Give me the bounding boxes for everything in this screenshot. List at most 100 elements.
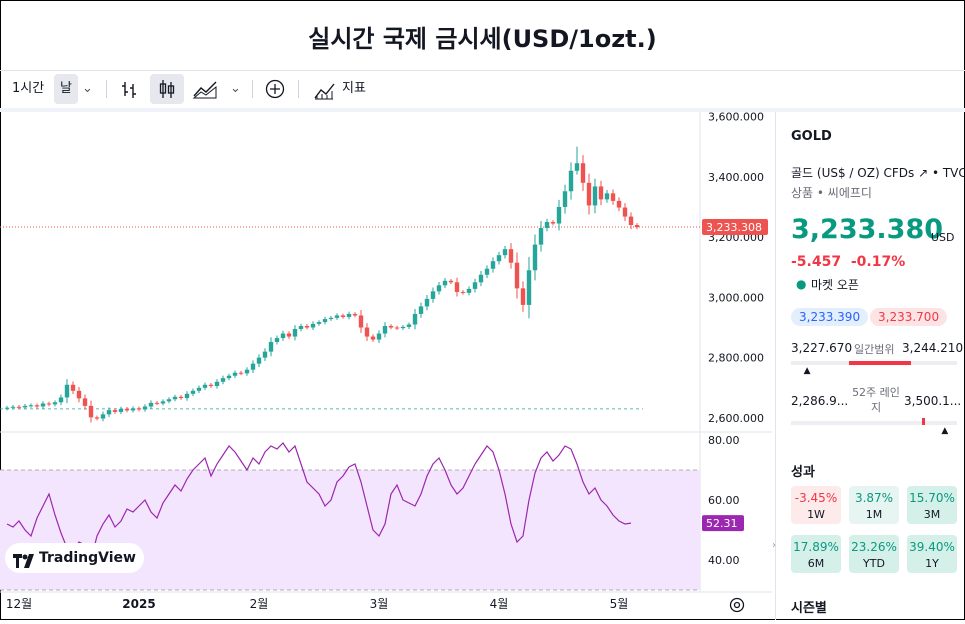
area-chart-icon[interactable] [192,70,220,108]
candle-body [172,396,178,400]
week52-low: 2,286.9... [791,394,849,408]
last-price-tag [702,219,768,236]
performance-value: -3.45% [794,491,838,505]
symbol-full-name-text[interactable]: 골드 (US$ / OZ) CFDs [791,166,915,180]
page-title: 실시간 국제 금시세(USD/1ozt.) [0,0,965,71]
candle-body [136,408,142,410]
last-price: 3,233.380 [791,214,944,245]
x-tick-label: 5월 [610,597,629,611]
symbol-name[interactable]: GOLD [791,129,832,144]
candle-body [364,327,370,337]
candle-body [394,327,400,329]
performance-cell-ytd[interactable]: 23.26% YTD [849,535,899,573]
settings-gear-icon[interactable] [728,596,746,614]
candle-body [610,193,616,201]
candle-body [382,326,388,334]
candle-body [634,225,640,228]
candle-body [184,393,190,399]
candle-body [514,262,520,289]
candle-body [214,381,220,386]
candle-body [52,402,58,405]
candle-body [238,372,244,374]
candle-body [496,255,502,262]
collapse-arrow-icon[interactable]: › [772,540,776,551]
candle-body [178,396,184,399]
performance-cell-1w[interactable]: -3.45% 1W [791,486,841,524]
performance-period: 1Y [925,557,939,570]
y-tick-label: 2,600.000 [708,412,764,425]
candle-body [316,322,322,324]
performance-cell-6m[interactable]: 17.89% 6M [791,535,841,573]
candle-body [190,390,196,394]
last-price-tag-label: 3,233.308 [706,221,762,234]
price-change: -5.457 -0.17% [791,254,905,270]
candle-body [88,405,94,418]
candle-body [526,270,532,305]
performance-cell-1m[interactable]: 3.87% 1M [849,486,899,524]
x-tick-label: 3월 [370,597,389,611]
indicators-button[interactable]: 지표 [342,81,366,96]
chart-toolbar: 1시간 날 ⌄ ⌄ 지표 [0,70,965,112]
rsi-value-tag-label: 52.31 [706,517,738,530]
ask-pill: 3,233.700 [870,308,948,326]
candle-body [76,390,82,399]
candle-body [388,326,394,328]
candle-body [40,403,46,407]
candle-body [340,315,346,317]
candle-body [46,403,52,405]
week52-label: 52주 레인지 [852,386,900,414]
candle-body [412,313,418,325]
bid-pill: 3,233.390 [791,308,869,326]
candle-body [400,326,406,329]
candle-body [226,375,232,379]
interval-button[interactable]: 1시간 [12,81,45,96]
external-link-icon[interactable]: ↗ [918,166,929,180]
candle-body [100,414,106,419]
candle-body [244,369,250,374]
toolbar-divider [252,80,253,98]
rsi-tick-label: 80.00 [708,434,740,447]
candle-body [586,182,592,206]
candlestick-icon[interactable] [150,74,184,104]
performance-cell-1y[interactable]: 39.40% 1Y [907,535,957,573]
candle-body [250,363,256,370]
chevron-down-icon[interactable]: ⌄ [82,81,93,96]
compare-plus-icon[interactable] [264,70,286,108]
day-range-marker: ▲ [803,366,811,376]
candle-body [208,384,214,386]
candle-body [466,288,472,293]
candle-body [310,323,316,328]
performance-period: 6M [807,557,825,570]
performance-cell-3m[interactable]: 15.70% 3M [907,486,957,524]
chevron-down-icon[interactable]: ⌄ [230,81,241,96]
bar-chart-icon[interactable] [120,70,140,108]
indicators-icon[interactable] [312,70,336,108]
rsi-polyline [6,442,632,562]
symbol-full-name: 골드 (US$ / OZ) CFDs ↗ • TVC [791,166,965,180]
rsi-line [6,442,632,562]
symbol-sidebar: GOLD 골드 (US$ / OZ) CFDs ↗ • TVC 상품 • 씨에프… [775,112,965,620]
candle-body [436,285,442,292]
candle-body [334,315,340,318]
candle-body [106,410,112,415]
candle-body [22,405,28,408]
x-tick-label: 2월 [250,597,269,611]
candle-body [568,170,574,192]
period-button[interactable]: 날 [54,74,78,104]
candle-body [256,357,262,364]
candle-body [280,333,286,339]
candles [0,146,700,423]
candle-body [580,163,586,183]
candle-body [508,249,514,263]
candle-body [484,268,490,275]
rsi-tick-label: 60.00 [708,494,740,507]
candle-body [298,326,304,330]
chart-area[interactable]: 3,600.000 3,400.000 3,200.000 3,000.000 2,80… [0,111,772,620]
candle-body [34,405,40,407]
candle-body [598,186,604,200]
candle-body [112,410,118,412]
candle-body [16,406,22,408]
day-range-fill [849,361,911,365]
value-labels: 3,233.308 52.31 [702,219,768,532]
seasonal-title: 시즌별 [791,601,827,616]
